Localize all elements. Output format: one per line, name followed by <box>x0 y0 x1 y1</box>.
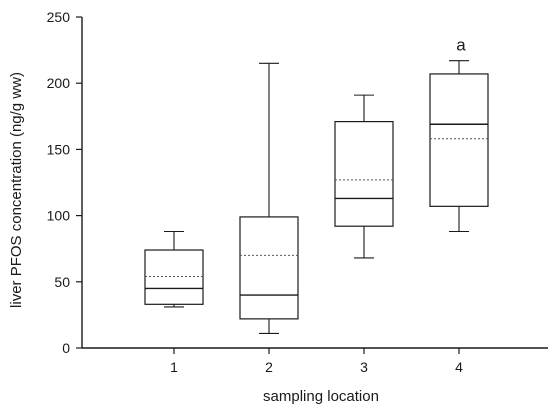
y-axis-label: liver PFOS concentration (ng/g ww) <box>8 72 25 308</box>
iqr-box <box>429 73 489 207</box>
y-tick-label: 200 <box>47 75 71 91</box>
x-tick-label: 1 <box>170 359 178 375</box>
x-tick-label: 2 <box>265 359 273 375</box>
box-3 <box>334 94 394 259</box>
x-tick-label: 3 <box>360 359 368 375</box>
y-axis: 0 50 100 150 200 250 <box>47 9 83 356</box>
x-tick-label: 4 <box>455 359 463 375</box>
y-tick-label: 100 <box>47 208 71 224</box>
box-4 <box>429 60 489 233</box>
x-axis-label: sampling location <box>263 388 379 405</box>
significance-annotation: a <box>456 36 466 55</box>
y-tick-label: 0 <box>62 340 70 356</box>
y-tick-label: 250 <box>47 9 71 25</box>
iqr-box <box>334 120 394 227</box>
y-tick-label: 150 <box>47 141 71 157</box>
iqr-box <box>144 249 204 305</box>
x-axis: 1 2 3 4 <box>82 347 548 375</box>
y-tick-label: 50 <box>54 274 70 290</box>
box-2 <box>239 62 299 334</box>
box-1 <box>144 230 204 308</box>
iqr-box <box>239 216 299 320</box>
box-series: a <box>144 36 489 334</box>
